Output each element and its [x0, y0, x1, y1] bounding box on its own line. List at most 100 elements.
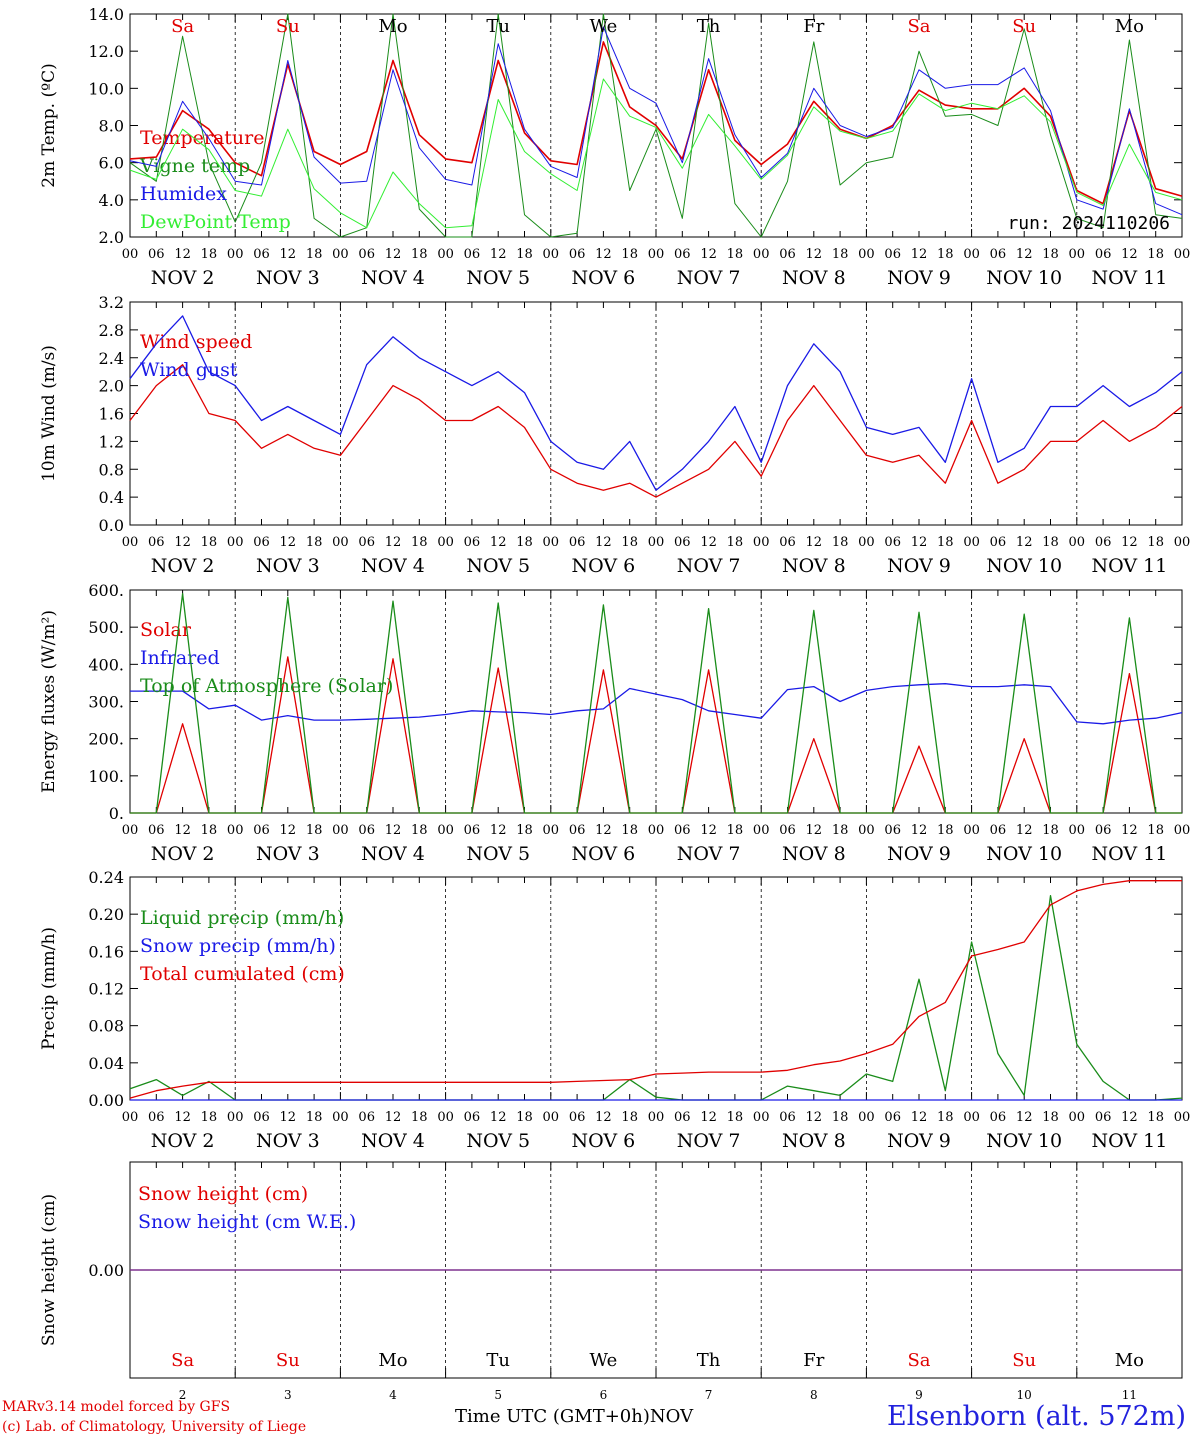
temp-hour-label: 12: [911, 247, 928, 262]
precip-y-tick-label: 0.08: [88, 1017, 124, 1036]
day-of-week-bottom: Su: [1012, 1350, 1036, 1371]
wind-hour-label: 12: [280, 535, 297, 550]
precip-hour-label: 18: [306, 1110, 323, 1125]
energy-y-tick-label: 300.: [88, 693, 124, 712]
precip-hour-label: 06: [1095, 1110, 1112, 1125]
precip-day-label: NOV 7: [677, 1130, 741, 1152]
day-of-week-bottom: Mo: [378, 1350, 407, 1371]
temp-hour-label: 18: [1042, 247, 1059, 262]
temp-day-label: NOV 6: [572, 267, 636, 289]
energy-hour-label: 06: [990, 823, 1007, 838]
precip-hour-label: 12: [806, 1110, 823, 1125]
wind-day-label: NOV 4: [361, 555, 425, 577]
temp-hour-label: 06: [990, 247, 1007, 262]
wind-hour-label: 06: [569, 535, 586, 550]
precip-hour-label: 12: [911, 1110, 928, 1125]
day-of-week-bottom: Th: [697, 1350, 721, 1371]
day-number-label: 11: [1122, 1388, 1137, 1402]
wind-y-tick-label: 0.8: [99, 460, 124, 479]
wind-y-tick-label: 2.0: [99, 377, 124, 396]
temp-legend-3: DewPoint Temp: [140, 211, 291, 233]
precip-hour-label: 12: [490, 1110, 507, 1125]
precip-hour-label: 18: [621, 1110, 638, 1125]
day-of-week-bottom: Sa: [907, 1350, 930, 1371]
temp-hour-label: 12: [490, 247, 507, 262]
energy-day-label: NOV 8: [782, 843, 846, 865]
wind-day-label: NOV 9: [887, 555, 951, 577]
energy-y-tick-label: 200.: [88, 730, 124, 749]
temp-hour-label: 00: [1069, 247, 1086, 262]
energy-hour-label: 12: [490, 823, 507, 838]
temp-hour-label: 06: [779, 247, 796, 262]
temp-hour-label: 12: [280, 247, 297, 262]
precip-day-label: NOV 2: [151, 1130, 215, 1152]
precip-day-label: NOV 10: [986, 1130, 1062, 1152]
temp-y-tick-label: 4.0: [99, 191, 124, 210]
temp-hour-label: 06: [253, 247, 270, 262]
precip-y-tick-label: 0.04: [88, 1054, 124, 1073]
wind-hour-label: 06: [148, 535, 165, 550]
wind-y-tick-label: 2.4: [99, 349, 124, 368]
wind-hour-label: 06: [884, 535, 901, 550]
day-number-label: 7: [705, 1388, 713, 1402]
energy-hour-label: 06: [779, 823, 796, 838]
temp-day-label: NOV 11: [1091, 267, 1167, 289]
precip-day-label: NOV 4: [361, 1130, 425, 1152]
day-of-week-top: Sa: [907, 16, 930, 37]
energy-hour-label: 00: [437, 823, 454, 838]
energy-hour-label: 12: [1016, 823, 1033, 838]
energy-hour-label: 06: [253, 823, 270, 838]
precip-hour-label: 00: [1069, 1110, 1086, 1125]
precip-hour-label: 12: [700, 1110, 717, 1125]
temp-hour-label: 00: [963, 247, 980, 262]
energy-series-1: [130, 683, 1183, 725]
energy-frame: [129, 589, 1183, 814]
precip-hour-label: 12: [174, 1110, 191, 1125]
day-number-label: 3: [284, 1388, 292, 1402]
temp-hour-label: 06: [674, 247, 691, 262]
day-number-label: 6: [600, 1388, 608, 1402]
energy-y-axis-label: Energy fluxes (W/m²): [39, 610, 59, 793]
wind-day-label: NOV 5: [466, 555, 530, 577]
day-of-week-bottom: We: [590, 1350, 618, 1371]
temp-hour-label: 12: [700, 247, 717, 262]
energy-hour-label: 12: [595, 823, 612, 838]
wind-y-tick-label: 0.0: [99, 516, 124, 535]
precip-day-label: NOV 6: [572, 1130, 636, 1152]
energy-day-label: NOV 3: [256, 843, 320, 865]
temp-hour-label: 12: [1016, 247, 1033, 262]
energy-hour-label: 12: [280, 823, 297, 838]
wind-hour-label: 18: [727, 535, 744, 550]
wind-series-0: [129, 364, 1183, 498]
precip-hour-label: 18: [411, 1110, 428, 1125]
energy-y-tick-label: 0.: [109, 804, 124, 823]
energy-hour-label: 18: [937, 823, 954, 838]
snow-y-tick-label: 0.00: [88, 1261, 124, 1280]
temp-y-axis-label: 2m Temp. (ºC): [39, 63, 59, 188]
temp-y-tick-label: 2.0: [99, 228, 124, 247]
energy-day-label: NOV 11: [1091, 843, 1167, 865]
day-of-week-bottom: Tu: [486, 1350, 510, 1371]
wind-hour-label: 12: [595, 535, 612, 550]
temp-hour-label: 00: [753, 247, 770, 262]
precip-hour-label: 00: [332, 1110, 349, 1125]
temp-y-tick-label: 8.0: [99, 117, 124, 136]
wind-legend-1: Wind gust: [140, 359, 238, 381]
precip-hour-label: 06: [674, 1110, 691, 1125]
temp-hour-label: 06: [569, 247, 586, 262]
temp-hour-label: 00: [227, 247, 244, 262]
precip-hour-label: 18: [1147, 1110, 1164, 1125]
energy-hour-label: 00: [1174, 823, 1191, 838]
energy-day-label: NOV 2: [151, 843, 215, 865]
wind-day-label: NOV 11: [1091, 555, 1167, 577]
precip-y-tick-label: 0.24: [88, 868, 124, 887]
temp-hour-label: 18: [516, 247, 533, 262]
energy-hour-label: 00: [227, 823, 244, 838]
precip-day-label: NOV 8: [782, 1130, 846, 1152]
wind-hour-label: 18: [516, 535, 533, 550]
energy-hour-label: 00: [1069, 823, 1086, 838]
temp-hour-label: 12: [806, 247, 823, 262]
precip-y-tick-label: 0.12: [88, 980, 124, 999]
precip-hour-label: 18: [727, 1110, 744, 1125]
wind-hour-label: 00: [648, 535, 665, 550]
